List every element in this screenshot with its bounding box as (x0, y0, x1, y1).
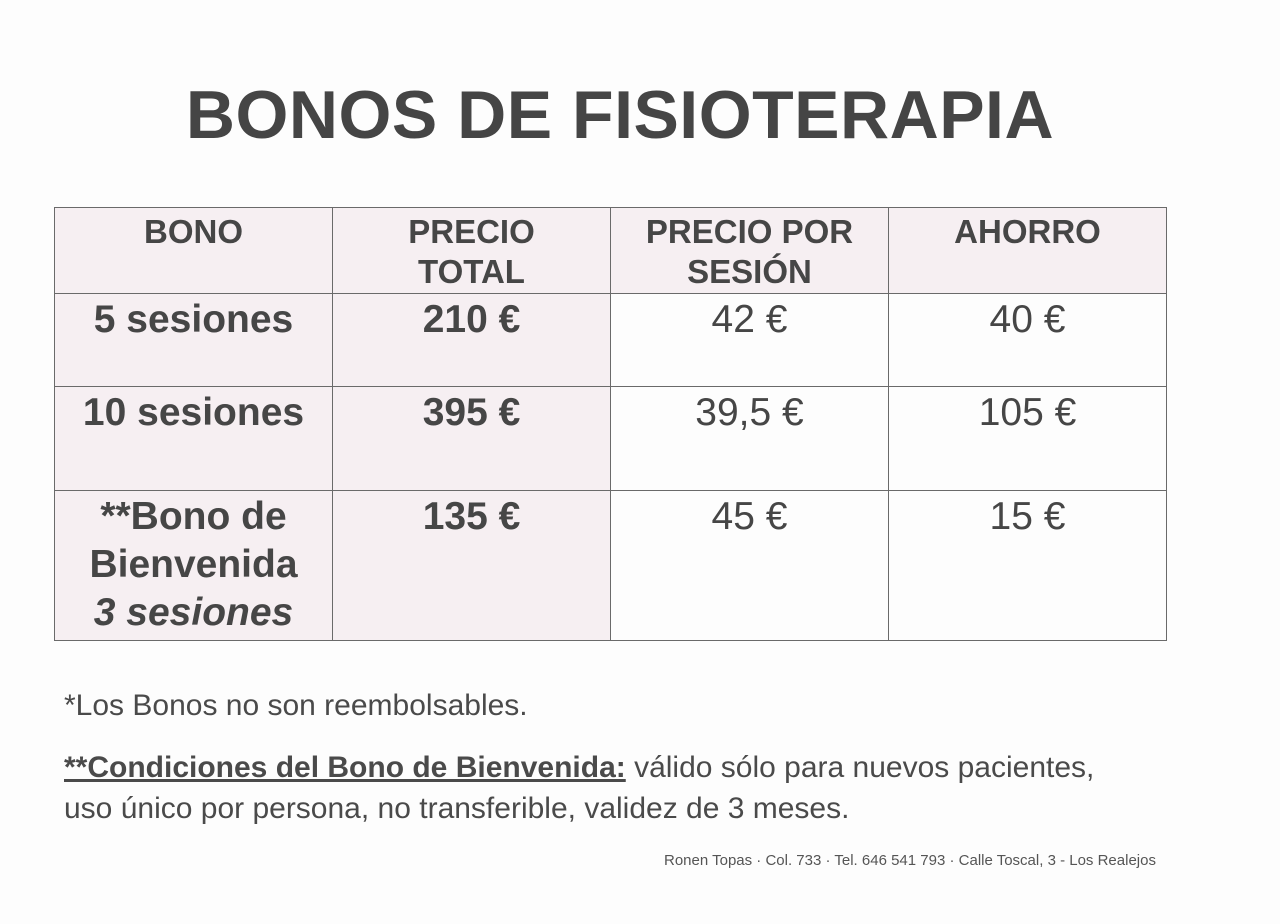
table-header-row: BONO PRECIO TOTAL PRECIO POR SESIÓN AHOR… (54, 207, 1167, 294)
header-precio-sesion-text: PRECIO POR SESIÓN (645, 213, 854, 290)
refund-note: *Los Bonos no son reembolsables. (64, 689, 528, 722)
table-row: 10 sesiones 395 € 39,5 € 105 € (54, 386, 1167, 491)
page-title: BONOS DE FISIOTERAPIA (185, 77, 1055, 153)
cell-saving: 40 € (888, 293, 1167, 387)
header-bono: BONO (54, 207, 333, 294)
footer-contact: Ronen Topas · Col. 733 · Tel. 646 541 79… (664, 852, 1156, 869)
cell-bono: 10 sesiones (54, 386, 333, 491)
cell-per-session: 45 € (610, 490, 889, 641)
table-row: **Bono de Bienvenida 3 sesiones 135 € 45… (54, 490, 1167, 641)
table-row: 5 sesiones 210 € 42 € 40 € (54, 293, 1167, 387)
header-ahorro: AHORRO (888, 207, 1167, 294)
header-precio-sesion: PRECIO POR SESIÓN (610, 207, 889, 294)
price-table: BONO PRECIO TOTAL PRECIO POR SESIÓN AHOR… (54, 207, 1167, 641)
cell-bono: 5 sesiones (54, 293, 333, 387)
bono-name: **Bono de Bienvenida (89, 495, 298, 586)
conditions-label: **Condiciones del Bono de Bienvenida: (64, 751, 626, 784)
conditions-note: **Condiciones del Bono de Bienvenida: vá… (64, 747, 1144, 829)
cell-bono: **Bono de Bienvenida 3 sesiones (54, 490, 333, 641)
header-precio-total: PRECIO TOTAL (332, 207, 611, 294)
cell-total: 135 € (332, 490, 611, 641)
cell-per-session: 39,5 € (610, 386, 889, 491)
cell-saving: 15 € (888, 490, 1167, 641)
bono-sessions: 3 sesiones (93, 591, 294, 634)
cell-per-session: 42 € (610, 293, 889, 387)
cell-saving: 105 € (888, 386, 1167, 491)
cell-total: 210 € (332, 293, 611, 387)
conditions-text: válido sólo para nuevos pacientes, uso ú… (64, 751, 1095, 825)
header-precio-total-text: PRECIO TOTAL (408, 213, 535, 290)
cell-total: 395 € (332, 386, 611, 491)
